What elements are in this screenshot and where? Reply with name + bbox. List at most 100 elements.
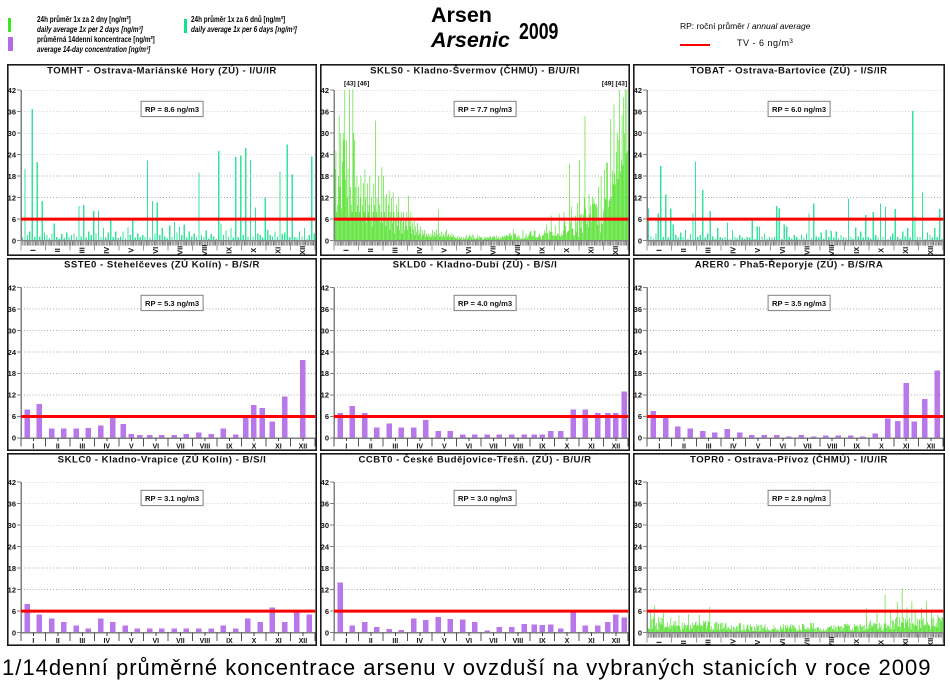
svg-text:36: 36 (321, 305, 329, 314)
svg-text:V: V (442, 444, 447, 451)
svg-text:30: 30 (8, 521, 16, 530)
svg-text:IV: IV (728, 247, 737, 254)
svg-text:II: II (679, 640, 688, 644)
svg-text:X: X (565, 638, 570, 645)
svg-text:RP = 6.0 ng/m3: RP = 6.0 ng/m3 (772, 105, 826, 114)
svg-text:I: I (345, 638, 347, 645)
svg-text:12: 12 (8, 391, 16, 400)
svg-text:24: 24 (321, 348, 330, 357)
svg-text:18: 18 (634, 564, 642, 573)
svg-text:IV: IV (102, 247, 111, 254)
svg-text:SKLD0 - Kladno-Dubí (ZÚ) - B/S: SKLD0 - Kladno-Dubí (ZÚ) - B/S/I (393, 258, 558, 270)
svg-text:X: X (877, 248, 886, 253)
svg-text:VII: VII (176, 638, 185, 645)
svg-text:0: 0 (638, 434, 642, 443)
svg-text:30: 30 (321, 326, 329, 335)
svg-text:SKLC0 - Kladno-Vrapice (ZÚ Kol: SKLC0 - Kladno-Vrapice (ZÚ Kolín) - B/S/… (58, 453, 267, 465)
svg-text:24: 24 (634, 542, 643, 551)
svg-text:IV: IV (103, 638, 110, 645)
svg-text:IV: IV (103, 444, 110, 451)
svg-text:0: 0 (638, 236, 642, 245)
svg-text:SSTE0 - Stehelčeves (ZÚ Kolín): SSTE0 - Stehelčeves (ZÚ Kolín) - B/S/R (64, 258, 260, 270)
svg-text:X: X (879, 444, 884, 451)
svg-text:24: 24 (634, 150, 643, 159)
svg-text:0: 0 (638, 628, 642, 637)
svg-text:TOMHT - Ostrava-Mariánské Hory: TOMHT - Ostrava-Mariánské Hory (ZÚ) - I/… (47, 64, 277, 76)
svg-text:III: III (704, 247, 713, 253)
svg-text:I: I (32, 444, 34, 451)
svg-text:III: III (79, 444, 85, 451)
svg-text:IX: IX (224, 247, 233, 254)
svg-text:I: I (654, 641, 663, 643)
svg-text:I: I (32, 638, 34, 645)
svg-text:6: 6 (12, 215, 16, 224)
svg-text:30: 30 (321, 521, 329, 530)
svg-text:VI: VI (778, 639, 787, 646)
svg-text:VIII: VIII (200, 638, 211, 645)
svg-text:0: 0 (12, 628, 16, 637)
svg-text:IV: IV (730, 444, 737, 451)
svg-text:VII: VII (489, 444, 498, 451)
svg-text:0: 0 (12, 236, 16, 245)
svg-text:V: V (129, 444, 134, 451)
svg-text:24: 24 (321, 542, 330, 551)
svg-text:IV: IV (416, 638, 423, 645)
svg-text:V: V (753, 248, 762, 253)
svg-text:RP = 7.7 ng/m3: RP = 7.7 ng/m3 (458, 105, 512, 114)
svg-text:24: 24 (321, 150, 330, 159)
svg-text:XII: XII (926, 246, 935, 255)
svg-text:VI: VI (779, 444, 786, 451)
svg-text:VII: VII (175, 246, 184, 255)
svg-text:IX: IX (226, 444, 233, 451)
svg-text:30: 30 (8, 326, 16, 335)
svg-text:42: 42 (8, 478, 16, 487)
svg-text:VII: VII (488, 246, 497, 255)
svg-text:XI: XI (273, 247, 282, 254)
svg-text:X: X (252, 444, 257, 451)
svg-text:36: 36 (8, 499, 16, 508)
svg-text:30: 30 (634, 129, 642, 138)
svg-text:VI: VI (464, 247, 473, 254)
svg-text:RP = 2.9 ng/m3: RP = 2.9 ng/m3 (772, 494, 826, 503)
svg-text:42: 42 (321, 283, 329, 292)
svg-text:II: II (369, 638, 373, 645)
svg-text:12: 12 (634, 391, 642, 400)
svg-text:0: 0 (12, 434, 16, 443)
svg-text:I: I (341, 249, 350, 251)
svg-text:30: 30 (634, 326, 642, 335)
svg-text:VIII: VIII (827, 444, 838, 451)
svg-text:V: V (753, 640, 762, 645)
svg-text:XII: XII (611, 246, 620, 255)
svg-text:36: 36 (321, 107, 329, 116)
svg-text:24: 24 (634, 348, 643, 357)
svg-text:XII: XII (612, 638, 621, 645)
svg-text:III: III (392, 638, 398, 645)
svg-text:XII: XII (299, 638, 308, 645)
svg-text:24: 24 (8, 150, 17, 159)
svg-text:18: 18 (634, 369, 642, 378)
svg-text:XI: XI (903, 444, 910, 451)
svg-text:X: X (877, 640, 886, 645)
svg-text:VI: VI (151, 247, 160, 254)
svg-text:VI: VI (465, 444, 472, 451)
svg-text:XII: XII (927, 444, 936, 451)
svg-text:I: I (654, 249, 663, 251)
svg-text:RP = 3.0 ng/m3: RP = 3.0 ng/m3 (458, 494, 512, 503)
svg-text:VIII: VIII (200, 245, 209, 256)
svg-text:I: I (658, 444, 660, 451)
svg-text:36: 36 (634, 305, 642, 314)
svg-text:6: 6 (638, 412, 642, 421)
svg-text:XII: XII (926, 638, 935, 646)
svg-text:II: II (56, 444, 60, 451)
svg-text:18: 18 (321, 369, 329, 378)
svg-text:II: II (53, 248, 62, 252)
svg-text:42: 42 (8, 86, 16, 95)
svg-text:VI: VI (152, 638, 159, 645)
svg-text:42: 42 (634, 478, 642, 487)
svg-text:42: 42 (8, 283, 16, 292)
svg-text:24: 24 (8, 542, 17, 551)
svg-text:[49] [43]: [49] [43] (602, 80, 627, 87)
svg-text:36: 36 (8, 107, 16, 116)
svg-text:III: III (704, 639, 713, 645)
svg-text:36: 36 (321, 499, 329, 508)
